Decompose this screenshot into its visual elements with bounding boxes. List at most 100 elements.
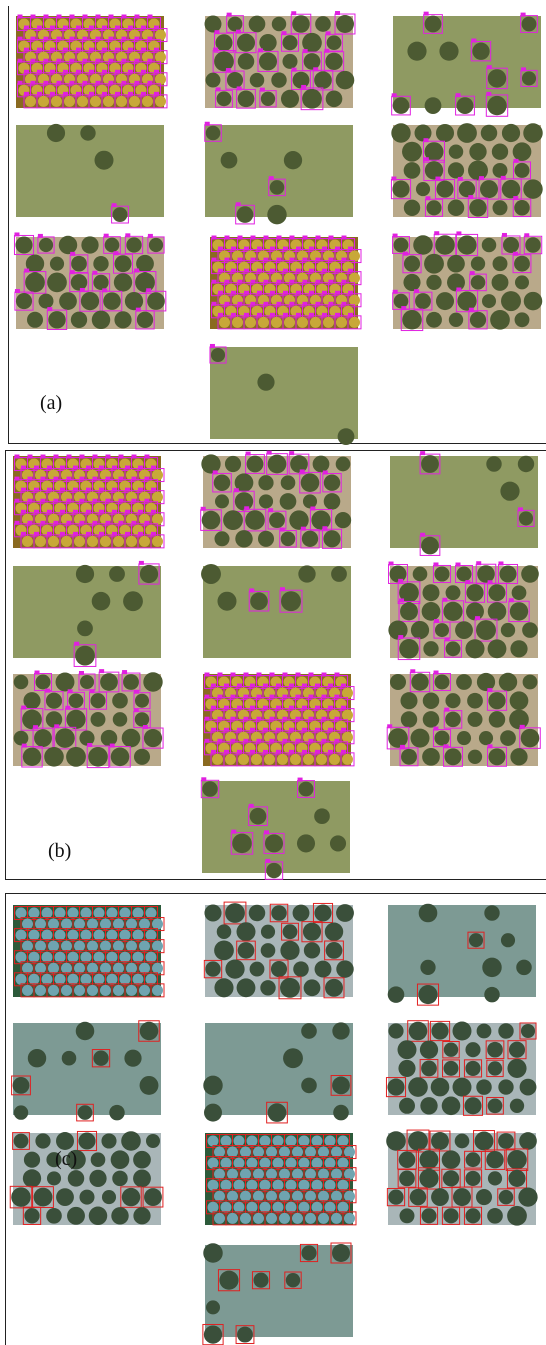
tree xyxy=(221,152,238,169)
tree xyxy=(482,238,497,253)
tree xyxy=(133,908,144,919)
box-tag xyxy=(324,49,329,53)
tree xyxy=(24,1152,40,1168)
tree xyxy=(261,92,275,106)
box-tag xyxy=(31,15,36,19)
tree xyxy=(311,510,330,529)
tree xyxy=(479,731,493,745)
tree xyxy=(422,602,441,621)
tree xyxy=(92,311,110,329)
box-tag xyxy=(263,684,268,688)
box-tag xyxy=(63,26,68,30)
tree xyxy=(292,1147,303,1158)
tree xyxy=(120,952,131,963)
box-tag xyxy=(277,280,282,284)
tree xyxy=(409,1022,428,1041)
tree xyxy=(519,511,533,525)
tree xyxy=(336,71,355,90)
box-tag xyxy=(15,455,20,459)
box-tag xyxy=(290,280,295,284)
tree xyxy=(455,1134,470,1149)
box-tag xyxy=(128,26,133,30)
tree xyxy=(415,125,432,142)
tree xyxy=(457,123,477,143)
tree xyxy=(323,530,340,547)
tree xyxy=(88,747,108,767)
tree xyxy=(227,72,243,88)
box-tag xyxy=(83,59,88,63)
box-tag xyxy=(70,59,75,63)
tree xyxy=(394,238,409,253)
box-tag xyxy=(296,291,301,295)
box-tag xyxy=(296,739,301,743)
box-tag xyxy=(234,488,239,492)
image-tile xyxy=(14,232,165,329)
tree xyxy=(247,1136,258,1147)
box-tag xyxy=(151,532,156,536)
tree xyxy=(79,1190,94,1205)
box-tag xyxy=(110,744,115,748)
tree xyxy=(208,1180,219,1191)
tree xyxy=(260,1136,271,1147)
tree xyxy=(299,782,314,797)
box-tag xyxy=(54,499,59,503)
box-tag xyxy=(246,452,251,456)
tree xyxy=(112,693,128,709)
box-tag xyxy=(112,466,117,470)
tree xyxy=(498,1023,513,1038)
tree xyxy=(87,919,98,930)
tree xyxy=(232,834,251,853)
box-tag xyxy=(73,488,78,492)
tree xyxy=(129,96,140,107)
tree xyxy=(261,943,276,958)
tree xyxy=(208,1158,219,1169)
tree xyxy=(251,754,262,765)
box-tag xyxy=(45,689,50,693)
box-tag xyxy=(393,234,398,238)
tree xyxy=(100,985,111,996)
tree xyxy=(211,348,225,362)
box-tag xyxy=(201,777,206,781)
box-tag xyxy=(24,92,29,96)
tree xyxy=(426,200,441,215)
tree xyxy=(114,273,132,291)
box-tag xyxy=(456,563,461,567)
box-tag xyxy=(237,728,242,732)
tree xyxy=(152,514,163,525)
tree xyxy=(266,863,281,878)
tree xyxy=(488,1061,502,1075)
tree xyxy=(510,640,527,657)
tree xyxy=(201,564,221,584)
tile-background xyxy=(205,125,353,217)
tree xyxy=(217,592,236,611)
tree xyxy=(444,1042,458,1056)
box-tag xyxy=(264,830,269,834)
tree xyxy=(400,1208,415,1223)
tree xyxy=(297,834,315,852)
box-tag xyxy=(89,48,94,52)
tree xyxy=(424,254,444,274)
box-tag xyxy=(112,532,117,536)
tree xyxy=(234,1202,245,1213)
tree xyxy=(421,1208,436,1223)
box-tag xyxy=(498,561,503,565)
box-tag xyxy=(244,717,249,721)
box-tag xyxy=(60,510,65,514)
box-tag xyxy=(205,673,210,677)
tree xyxy=(523,123,542,142)
box-tag xyxy=(60,532,65,536)
tree xyxy=(492,274,509,291)
box-tag xyxy=(289,684,294,688)
tree xyxy=(279,1213,290,1224)
tree xyxy=(228,17,243,32)
tree xyxy=(286,1180,297,1191)
box-tag xyxy=(257,313,262,317)
tree xyxy=(87,963,98,974)
tree xyxy=(38,96,49,107)
tree xyxy=(292,1191,303,1202)
box-tag xyxy=(128,48,133,52)
tree xyxy=(247,1202,258,1213)
box-tag xyxy=(106,521,111,525)
box-tag xyxy=(276,706,281,710)
tree xyxy=(326,942,343,959)
